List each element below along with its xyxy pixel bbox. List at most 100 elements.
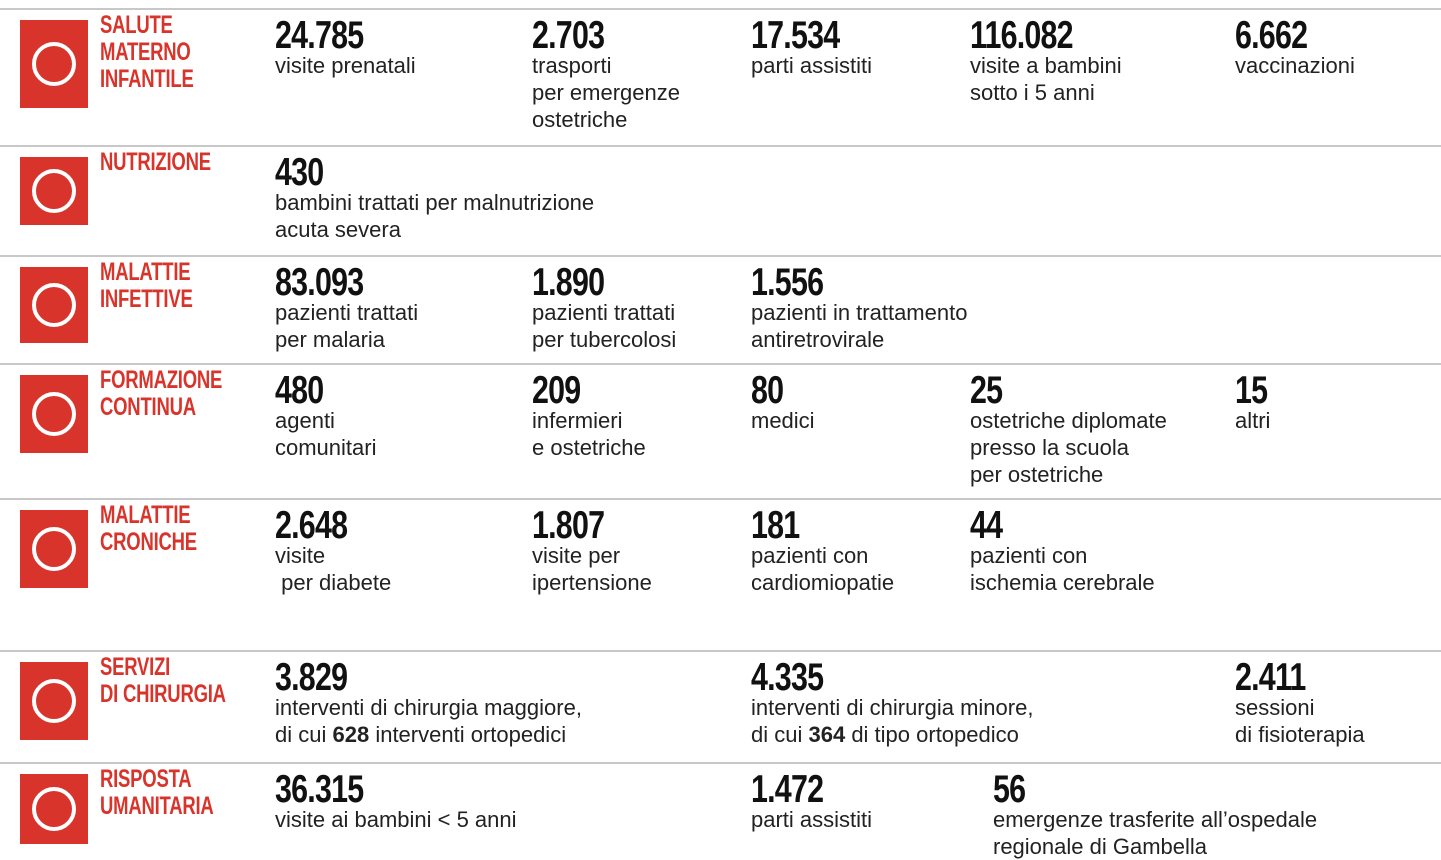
stat-label: ischemia cerebrale bbox=[970, 570, 1155, 595]
stat-label: sessioni bbox=[1235, 695, 1315, 720]
icon-glyph bbox=[32, 679, 76, 723]
stat-number: 430 bbox=[275, 151, 324, 194]
label-text: di cui bbox=[275, 722, 333, 747]
stat-label: medici bbox=[751, 408, 815, 433]
separator bbox=[0, 8, 1441, 10]
stat-label: per tubercolosi bbox=[532, 327, 677, 352]
stat-label: pazienti con bbox=[751, 543, 869, 568]
label-bold: 628 bbox=[332, 722, 370, 747]
stat-label: visite ai bambini < 5 anni bbox=[275, 807, 517, 832]
stat-label: emergenze trasferite all’ospedale bbox=[993, 807, 1318, 832]
section-title: CONTINUA bbox=[100, 393, 196, 421]
stat-label: e ostetriche bbox=[532, 435, 646, 460]
section-title: UMANITARIA bbox=[100, 792, 214, 820]
separator bbox=[0, 145, 1441, 147]
section-title: MALATTIE bbox=[100, 501, 191, 529]
section-title: INFANTILE bbox=[100, 65, 194, 93]
stat-number: 1.472 bbox=[751, 768, 824, 811]
stat-number: 116.082 bbox=[970, 14, 1074, 57]
label-text: di tipo ortopedico bbox=[845, 722, 1019, 747]
stat-number: 24.785 bbox=[275, 14, 364, 57]
icon-glyph bbox=[32, 392, 76, 436]
stat-number: 6.662 bbox=[1235, 14, 1308, 57]
stat-number: 80 bbox=[751, 369, 784, 412]
stat-label: ostetriche diplomate bbox=[970, 408, 1167, 433]
stat-number: 56 bbox=[993, 768, 1026, 811]
separator bbox=[0, 255, 1441, 257]
icon bbox=[20, 267, 88, 343]
label-text: interventi ortopedici bbox=[369, 722, 567, 747]
icon-glyph bbox=[32, 42, 76, 86]
stat-label: interventi di chirurgia minore, bbox=[751, 694, 1033, 721]
stat-label: interventi di chirurgia maggiore, bbox=[275, 694, 582, 721]
stat-number: 44 bbox=[970, 504, 1003, 547]
icon bbox=[20, 510, 88, 588]
stat-number: 4.335 bbox=[751, 656, 824, 699]
stat-number: 36.315 bbox=[275, 768, 364, 811]
section-title: MALATTIE bbox=[100, 258, 191, 286]
stat-label: agenti bbox=[275, 408, 335, 433]
stat-label: per ostetriche bbox=[970, 462, 1104, 487]
label-bold: 364 bbox=[808, 722, 846, 747]
icon-glyph bbox=[32, 527, 76, 571]
stat-label: bambini trattati per malnutrizione bbox=[275, 190, 595, 215]
stat-label: presso la scuola bbox=[970, 435, 1129, 460]
stat-label: trasporti bbox=[532, 53, 612, 78]
stat-label: di cui 364 di tipo ortopedico bbox=[751, 721, 1019, 748]
stat-number: 3.829 bbox=[275, 656, 348, 699]
stat-number: 83.093 bbox=[275, 261, 364, 304]
section-title: CRONICHE bbox=[100, 528, 197, 556]
separator bbox=[0, 363, 1441, 365]
stat-label: visite prenatali bbox=[275, 53, 416, 78]
stat-label: comunitari bbox=[275, 435, 377, 460]
stat-label: cardiomiopatie bbox=[751, 570, 895, 595]
stat-label: vaccinazioni bbox=[1235, 53, 1355, 78]
separator bbox=[0, 650, 1441, 652]
icon-glyph bbox=[32, 169, 76, 213]
stat-label: pazienti trattati bbox=[275, 300, 419, 325]
stat-label: di fisioterapia bbox=[1235, 722, 1365, 747]
stat-label: di cui 628 interventi ortopedici bbox=[275, 721, 566, 748]
stat-number: 1.890 bbox=[532, 261, 605, 304]
label-text: interventi di chirurgia minore, bbox=[751, 695, 1034, 720]
section-title: NUTRIZIONE bbox=[100, 148, 211, 176]
stat-label: regionale di Gambella bbox=[993, 834, 1208, 859]
label-text: di cui bbox=[751, 722, 809, 747]
icon-glyph bbox=[32, 787, 76, 831]
stat-label: altri bbox=[1235, 408, 1271, 433]
stat-number: 480 bbox=[275, 369, 324, 412]
stat-number: 1.556 bbox=[751, 261, 824, 304]
stat-label: acuta severa bbox=[275, 217, 401, 242]
stat-number: 15 bbox=[1235, 369, 1268, 412]
icon-glyph bbox=[32, 283, 76, 327]
stat-label: per diabete bbox=[275, 570, 392, 595]
icon bbox=[20, 662, 88, 740]
stat-label: per malaria bbox=[275, 327, 386, 352]
section-title: SALUTE bbox=[100, 11, 173, 39]
stat-label: infermieri bbox=[532, 408, 623, 433]
section-title: SERVIZI bbox=[100, 653, 171, 681]
stat-label: ipertensione bbox=[532, 570, 652, 595]
stat-number: 17.534 bbox=[751, 14, 840, 57]
stat-label: parti assistiti bbox=[751, 807, 873, 832]
separator bbox=[0, 762, 1441, 764]
icon bbox=[20, 375, 88, 453]
stat-number: 209 bbox=[532, 369, 581, 412]
stat-label: pazienti con bbox=[970, 543, 1088, 568]
stat-number: 2.703 bbox=[532, 14, 605, 57]
stat-number: 25 bbox=[970, 369, 1003, 412]
stat-label: parti assistiti bbox=[751, 53, 873, 78]
stat-label: visite per bbox=[532, 543, 621, 568]
stat-label: pazienti in trattamento bbox=[751, 300, 968, 325]
stat-number: 181 bbox=[751, 504, 800, 547]
section-title: RISPOSTA bbox=[100, 765, 192, 793]
section-title: FORMAZIONE bbox=[100, 366, 223, 394]
stat-number: 2.648 bbox=[275, 504, 348, 547]
stat-number: 1.807 bbox=[532, 504, 605, 547]
stat-label: visite bbox=[275, 543, 326, 568]
section-title: MATERNO bbox=[100, 38, 191, 66]
icon bbox=[20, 20, 88, 108]
label-text: interventi di chirurgia maggiore, bbox=[275, 695, 582, 720]
section-title: DI CHIRURGIA bbox=[100, 680, 226, 708]
